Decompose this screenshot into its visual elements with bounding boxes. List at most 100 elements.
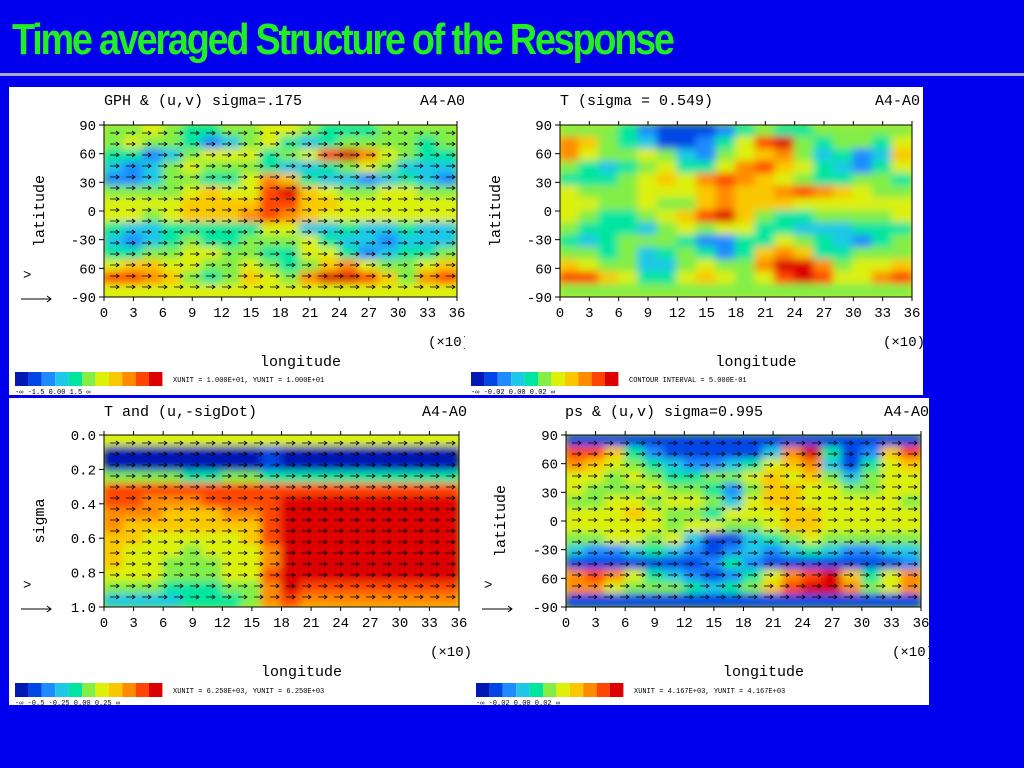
- chart-bl-vector: [398, 506, 408, 512]
- chart-bl-vector: [222, 451, 232, 457]
- chart-br-cell: [566, 458, 587, 473]
- chart-tl-vector: [334, 141, 344, 147]
- chart-br-cell: [801, 544, 824, 559]
- chart-br-vector: [620, 550, 630, 556]
- chart-tr-cell: [578, 148, 601, 163]
- chart-br-vector: [796, 506, 806, 512]
- chart-tl-cell: [240, 246, 262, 262]
- chart-br-vector: [604, 495, 614, 501]
- chart-br-vector: [700, 572, 710, 578]
- chart-bl-cell: [300, 435, 322, 449]
- chart-bl-ref-vector-y: >: [23, 578, 31, 594]
- chart-tr-colorbar-swatch: [484, 372, 498, 386]
- chart-tl-vector: [446, 251, 456, 257]
- chart-tr-cell: [735, 148, 757, 163]
- chart-bl-vector: [382, 440, 392, 446]
- chart-bl-cell: [162, 569, 184, 584]
- chart-bl-vector: [270, 561, 280, 567]
- chart-tr-cell: [637, 197, 659, 212]
- chart-tl-cell: [279, 136, 302, 151]
- chart-bl-vector: [446, 484, 456, 490]
- chart-tl-vector: [430, 218, 440, 224]
- chart-bl-cell: [280, 483, 303, 498]
- chart-tr-cell: [793, 210, 816, 225]
- chart-bl-cell: [181, 470, 204, 486]
- chart-bl-vector: [366, 594, 376, 600]
- chart-tl-cell: [142, 136, 164, 151]
- chart-br-cell: [703, 458, 725, 473]
- chart-br-vector: [812, 528, 822, 534]
- chart-bl-cell: [142, 581, 165, 596]
- chart-tl-vector: [350, 163, 360, 169]
- chart-bl-vector: [446, 495, 456, 501]
- chart-br-vector: [844, 594, 854, 600]
- chart-tr-cell: [715, 283, 737, 297]
- chart-br-vector: [844, 528, 854, 534]
- chart-bl-cell: [438, 532, 459, 547]
- chart-bl-colorbar-swatch: [135, 683, 149, 697]
- chart-tr-cell: [891, 160, 912, 176]
- chart-bl-vector: [142, 473, 152, 479]
- chart-tl-vector: [366, 185, 376, 191]
- chart-br-vector: [588, 495, 598, 501]
- chart-br-vector: [796, 495, 806, 501]
- chart-br-vector: [844, 484, 854, 490]
- chart-tl-cell: [299, 197, 321, 212]
- chart-br-cell: [841, 507, 863, 522]
- chart-tr-cell: [871, 210, 894, 225]
- chart-br-cell: [841, 495, 863, 510]
- chart-bl-cell: [280, 569, 303, 584]
- chart-tl-vector: [110, 130, 120, 136]
- chart-br-cell: [643, 435, 666, 449]
- chart-tl-vector: [350, 240, 360, 246]
- chart-tl-vector: [366, 141, 376, 147]
- chart-bl-vector: [158, 506, 168, 512]
- chart-br-vector: [604, 473, 614, 479]
- chart-bl-vector: [398, 572, 408, 578]
- chart-tl-cell: [416, 246, 439, 262]
- chart-br-cell: [860, 520, 883, 535]
- chart-br-vector: [892, 473, 902, 479]
- chart-bl-colorbar-swatch: [108, 683, 123, 697]
- chart-br-vector: [604, 539, 614, 545]
- chart-tr-cell: [891, 185, 912, 200]
- chart-br-cell: [860, 581, 883, 596]
- chart-tr-xtick-label: 0: [556, 306, 564, 322]
- chart-br-vector: [860, 440, 870, 446]
- chart-bl-vector: [302, 495, 312, 501]
- chart-br-vector: [700, 550, 710, 556]
- chart-tr-xtick-label: 9: [644, 306, 652, 322]
- chart-tl-vector: [206, 185, 216, 191]
- chart-br-vector: [908, 539, 918, 545]
- chart-bl-vector: [142, 561, 152, 567]
- chart-tl-vector: [206, 251, 216, 257]
- chart-tl-cell: [142, 271, 164, 286]
- chart-br-cell: [762, 544, 784, 559]
- chart-br-vector: [876, 462, 886, 468]
- chart-br-cell: [566, 446, 587, 461]
- chart-br-vector: [796, 539, 806, 545]
- chart-bl-cell: [300, 532, 322, 547]
- chart-br-vector: [684, 528, 694, 534]
- chart-br-xtick-label: 6: [621, 616, 629, 632]
- chart-tl-vector: [190, 141, 200, 147]
- chart-tl-vector: [254, 229, 264, 235]
- chart-bl-vector: [382, 594, 392, 600]
- chart-tr-cell: [676, 185, 698, 200]
- chart-br-vector: [732, 451, 742, 457]
- chart-br-vector: [668, 495, 678, 501]
- chart-bl-cell: [339, 470, 362, 486]
- chart-tl-cell: [338, 271, 360, 286]
- chart-br-vector: [860, 594, 870, 600]
- chart-tl-vector: [238, 141, 248, 147]
- chart-tl-cell: [122, 271, 145, 286]
- chart-bl-cell: [418, 581, 441, 596]
- chart-tr-cell: [735, 125, 757, 139]
- chart-bl-vector: [286, 594, 296, 600]
- chart-tr-cell: [813, 148, 835, 163]
- chart-bl-vector: [238, 495, 248, 501]
- chart-tl-vector: [158, 141, 168, 147]
- chart-br-vector: [812, 561, 822, 567]
- chart-tl-cell: [240, 259, 262, 274]
- chart-bl-cell: [438, 458, 459, 473]
